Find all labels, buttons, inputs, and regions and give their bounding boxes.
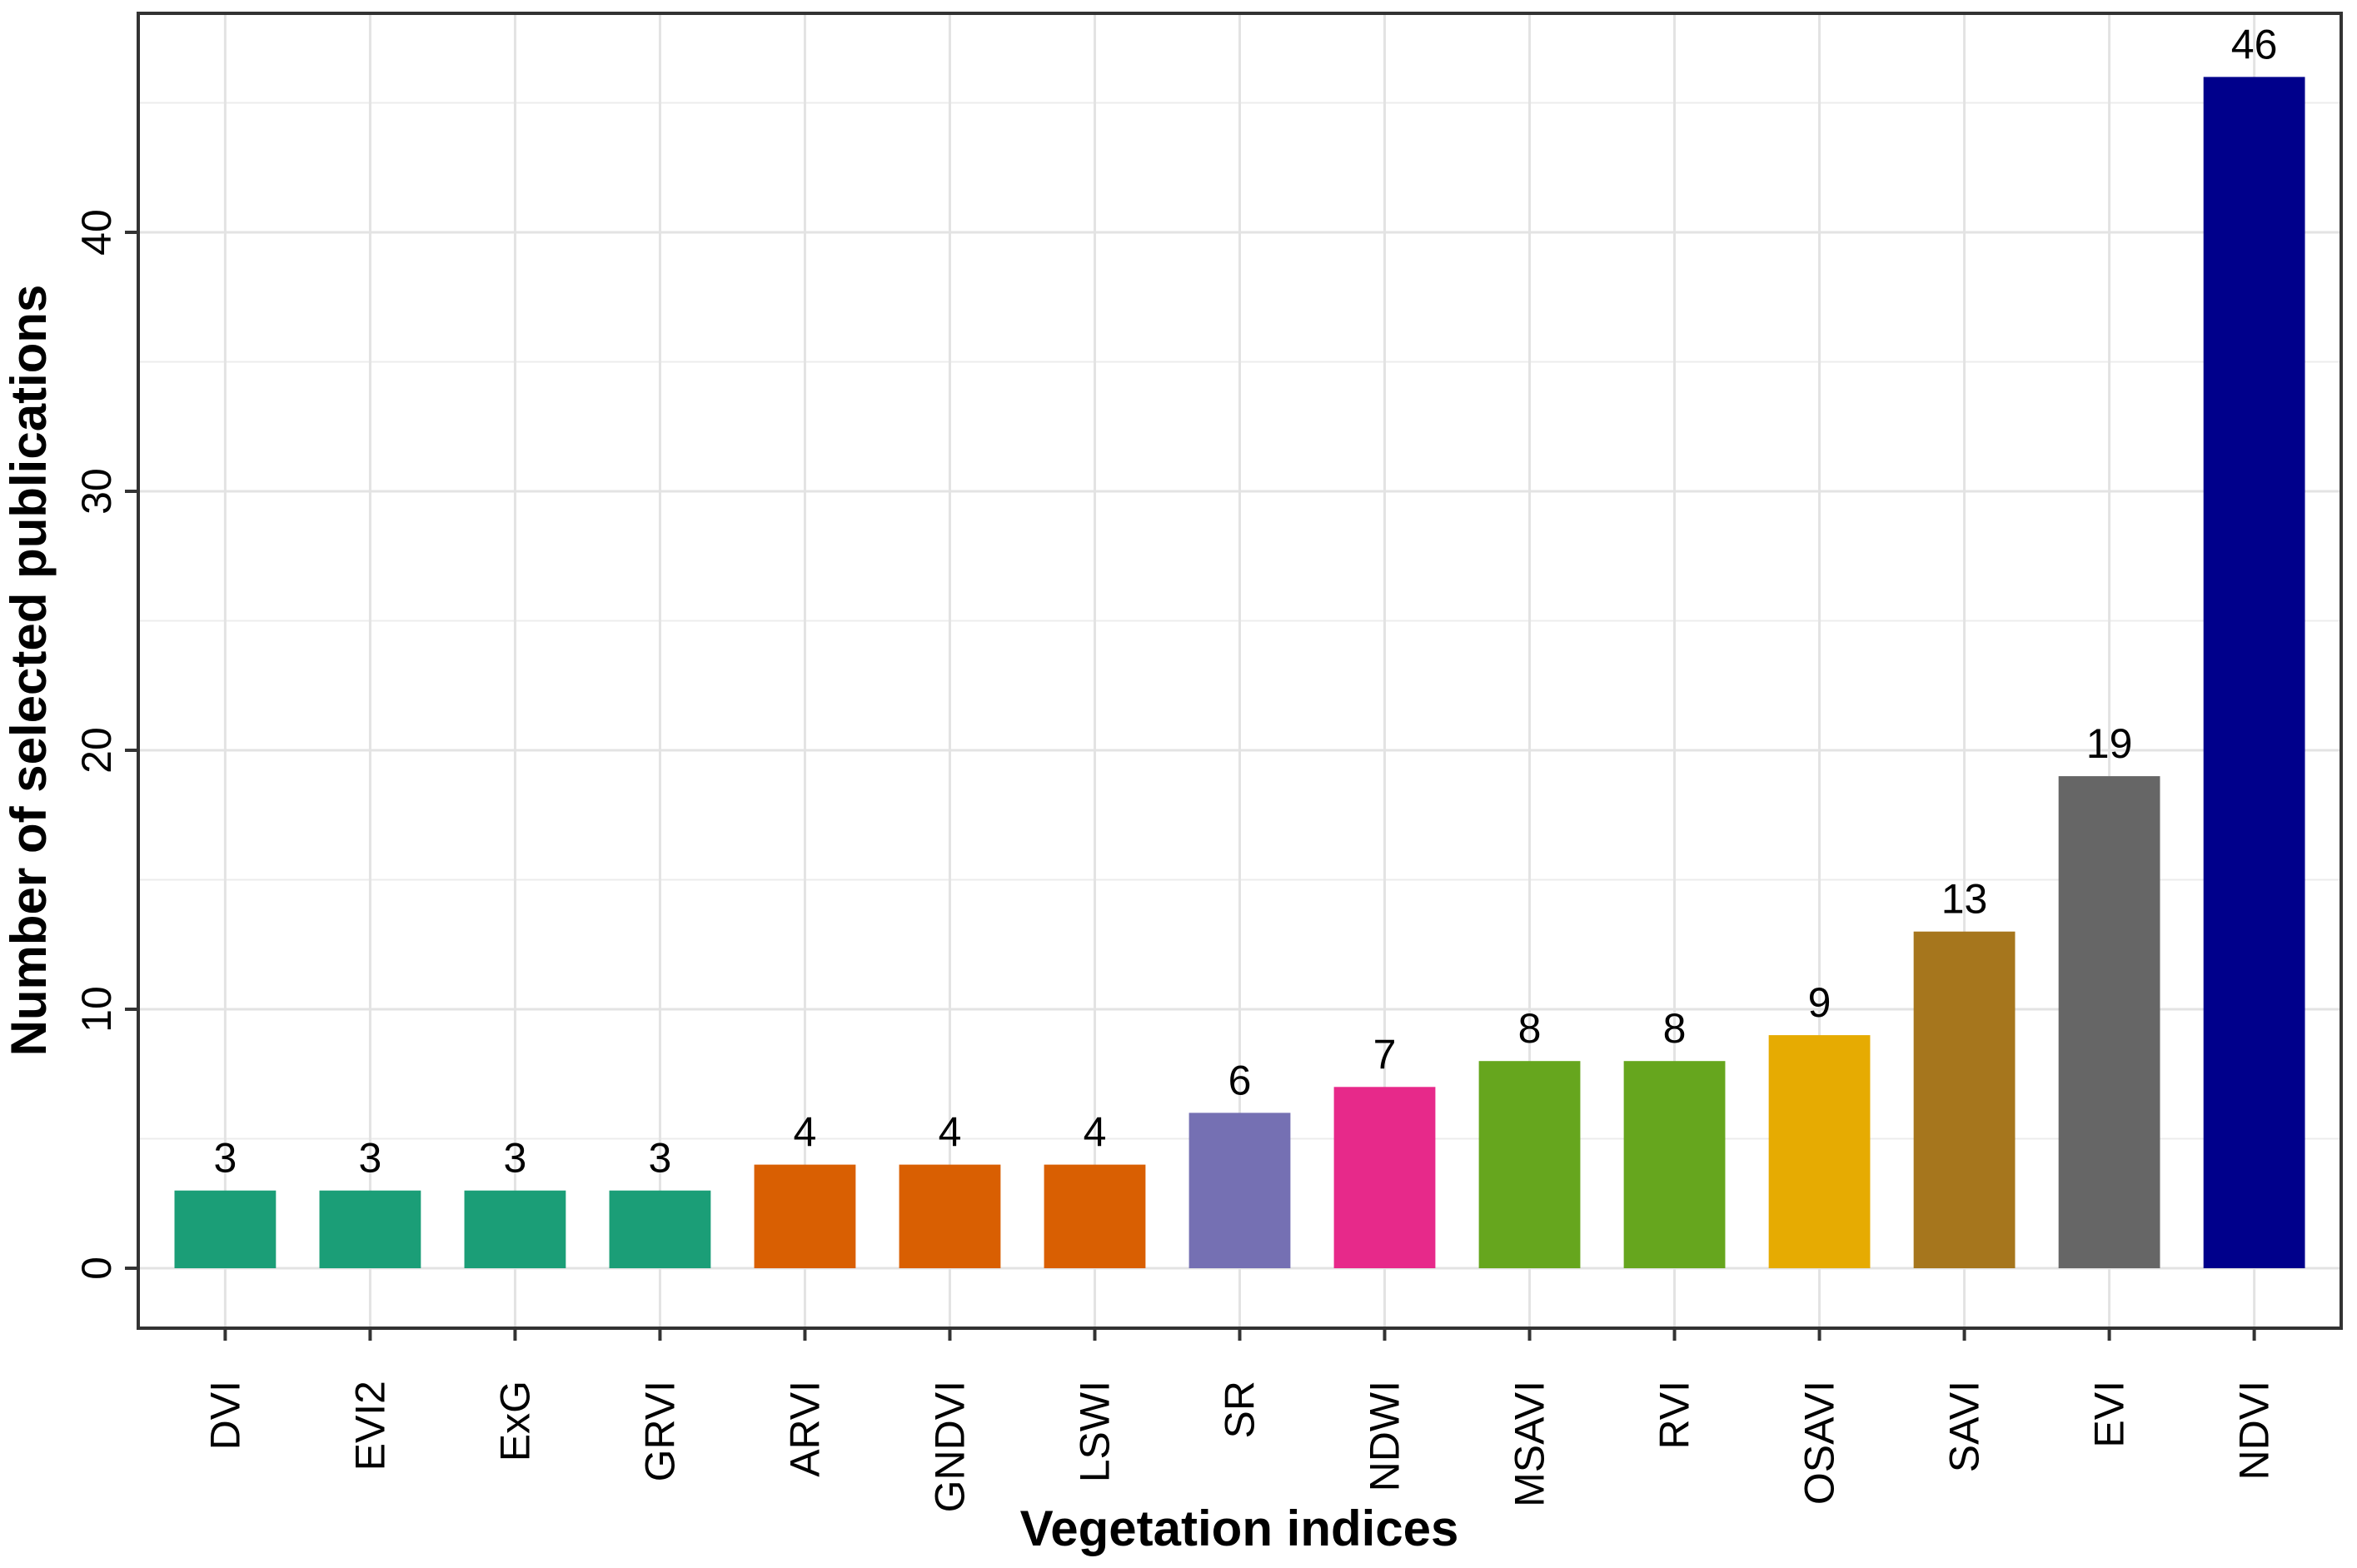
x-tick-label: LSWI bbox=[1071, 1381, 1118, 1482]
x-tick-label: EVI bbox=[2086, 1381, 2133, 1448]
x-tick-label: GRVI bbox=[636, 1381, 683, 1481]
bar-sr bbox=[1188, 1113, 1291, 1268]
bar-evi bbox=[2058, 776, 2160, 1268]
x-axis-title: Vegetation indices bbox=[1020, 1501, 1459, 1556]
bar-arvi bbox=[754, 1164, 856, 1268]
bar-value-label: 3 bbox=[504, 1135, 527, 1182]
axis-ticks bbox=[125, 231, 2256, 1341]
x-tick-label: ExG bbox=[491, 1381, 538, 1461]
y-tick-label: 40 bbox=[73, 209, 120, 256]
bar-value-label: 4 bbox=[939, 1109, 962, 1156]
x-tick-label: MSAVI bbox=[1507, 1381, 1553, 1507]
bar-value-label: 7 bbox=[1373, 1031, 1397, 1078]
bar-value-label: 19 bbox=[2086, 720, 2133, 767]
bar-value-label: 6 bbox=[1228, 1057, 1252, 1103]
bar-value-label: 8 bbox=[1518, 1005, 1542, 1052]
bar-osavi bbox=[1768, 1035, 1871, 1268]
y-axis-title: Number of selected publications bbox=[1, 285, 57, 1057]
y-tick-label: 10 bbox=[73, 986, 120, 1033]
bar-evi2 bbox=[319, 1190, 421, 1268]
bar-grvi bbox=[609, 1190, 711, 1268]
bar-value-label: 8 bbox=[1663, 1005, 1687, 1052]
bar-gndvi bbox=[899, 1164, 1001, 1268]
y-tick-label: 0 bbox=[73, 1257, 120, 1280]
bar-value-label: 13 bbox=[1941, 876, 1988, 923]
y-tick-label: 30 bbox=[73, 468, 120, 515]
bar-ndwi bbox=[1333, 1087, 1436, 1268]
x-tick-label: SR bbox=[1217, 1381, 1263, 1438]
x-tick-label: OSAVI bbox=[1796, 1381, 1843, 1505]
bar-value-label: 3 bbox=[649, 1135, 672, 1182]
axis-tick-labels: DVI EVI2 ExG GRVI ARVI GNDVI LSWI SR NDWI MSAVI RV… bbox=[73, 209, 2278, 1512]
bar-rvi bbox=[1623, 1061, 1726, 1268]
bar-value-label: 4 bbox=[1084, 1109, 1107, 1156]
x-tick-label: NDWI bbox=[1362, 1381, 1408, 1491]
bar-msavi bbox=[1478, 1061, 1581, 1268]
x-tick-label: GNDVI bbox=[926, 1381, 973, 1512]
bars bbox=[174, 77, 2305, 1268]
bar-value-label: 4 bbox=[794, 1109, 817, 1156]
bar-value-label: 46 bbox=[2231, 21, 2278, 67]
x-tick-label: SAVI bbox=[1941, 1381, 1988, 1472]
x-tick-label: ARVI bbox=[781, 1381, 828, 1477]
x-tick-label: NDVI bbox=[2231, 1381, 2278, 1480]
bar-dvi bbox=[174, 1190, 277, 1268]
bar-value-label: 3 bbox=[359, 1135, 382, 1182]
x-tick-label: RVI bbox=[1652, 1381, 1698, 1449]
bar-ndvi bbox=[2203, 77, 2305, 1268]
x-tick-label: EVI2 bbox=[346, 1381, 393, 1471]
bar-exg bbox=[464, 1190, 566, 1268]
bar-savi bbox=[1913, 931, 2016, 1268]
bar-lswi bbox=[1044, 1164, 1146, 1268]
y-tick-label: 20 bbox=[73, 727, 120, 774]
bar-value-label: 9 bbox=[1808, 979, 1831, 1026]
x-tick-label: DVI bbox=[202, 1381, 248, 1450]
bar-value-label: 3 bbox=[214, 1135, 237, 1182]
